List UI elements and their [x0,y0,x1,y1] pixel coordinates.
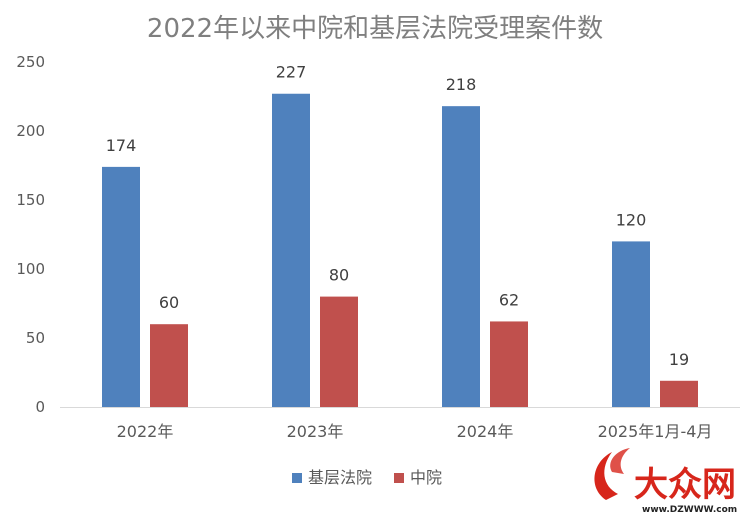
logo-url: www.DZWWW.com [642,505,737,515]
x-tick-label: 2022年 [117,422,174,441]
data-label: 80 [329,266,349,285]
data-label: 227 [276,63,307,82]
legend: 基层法院 中院 [292,468,442,487]
bar-basic-court [102,166,140,407]
y-axis: 0 50 100 150 200 250 [16,53,45,416]
logo-text: 大众网 [634,465,736,505]
x-tick-label: 2023年 [287,422,344,441]
bar-intermediate-court [660,380,698,407]
x-tick-label: 2025年1月-4月 [598,422,713,441]
bar-basic-court [442,106,480,407]
bar-intermediate-court [490,321,528,407]
y-tick-label: 0 [35,398,45,416]
y-tick-label: 200 [16,122,45,140]
data-label: 60 [159,293,179,312]
data-label: 174 [106,136,137,155]
legend-label: 中院 [410,468,442,487]
y-tick-label: 50 [26,329,45,347]
data-label: 62 [499,290,519,309]
y-tick-label: 150 [16,191,45,209]
y-tick-label: 250 [16,53,45,71]
x-tick-label: 2024年 [457,422,514,441]
bar-basic-court [612,241,650,407]
data-label: 218 [446,75,477,94]
bars [102,93,698,408]
y-tick-label: 100 [16,260,45,278]
logo-swoosh [594,452,618,500]
legend-label: 基层法院 [308,468,372,487]
chart-title: 2022年以来中院和基层法院受理案件数 [146,14,604,44]
logo-flame [610,448,630,474]
x-axis: 2022年 2023年 2024年 2025年1月-4月 [60,407,740,441]
bar-intermediate-court [150,324,188,407]
legend-swatch [292,473,302,483]
legend-swatch [394,473,404,483]
data-label: 19 [669,350,689,369]
bar-intermediate-court [320,296,358,407]
bar-basic-court [272,93,310,408]
data-label: 120 [616,210,647,229]
data-labels: 174 60 227 80 218 62 120 19 [106,63,689,369]
